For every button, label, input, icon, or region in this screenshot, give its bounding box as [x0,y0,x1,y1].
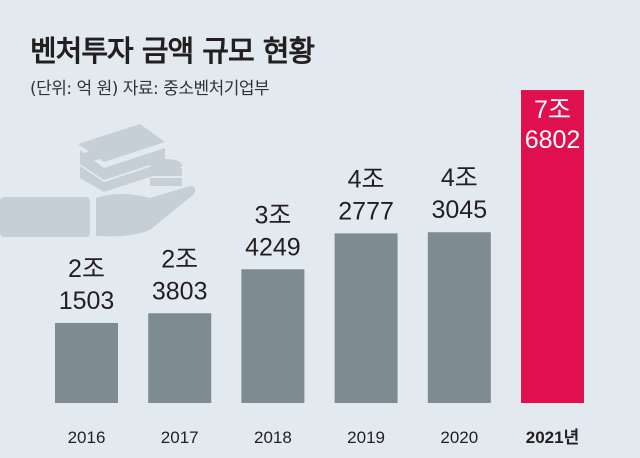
bar-2016 [55,322,118,403]
data-label-unit: 4조 [348,165,385,193]
x-tick-label: 2017 [161,428,199,447]
money-hand-icon [0,124,196,237]
x-tick-label: 2018 [254,428,292,447]
data-label-unit: 2조 [161,245,198,273]
bar-2018 [241,269,305,403]
data-label-unit: 4조 [441,164,478,192]
chart-title: 벤처투자 금액 규모 현황 [30,34,315,68]
data-label-value: 3045 [431,196,487,224]
data-label-value: 1503 [59,287,115,315]
bar-2021년 [521,90,584,403]
bar-2020 [427,232,491,403]
x-tick-label: 2016 [68,428,106,447]
chart-subtitle: (단위: 억 원) 자료: 중소벤처기업부 [30,79,270,99]
data-label-value: 4249 [245,233,301,261]
data-label-value: 2777 [338,197,394,225]
data-label-unit: 7조 [534,96,571,124]
x-tick-label: 2021년 [526,428,579,447]
bar-2019 [334,233,398,403]
bar-2017 [148,313,212,403]
data-label-value: 6802 [525,126,581,154]
x-tick-label: 2019 [347,428,385,447]
data-label-unit: 3조 [254,201,291,229]
data-label-unit: 2조 [68,255,105,283]
data-label-value: 3803 [152,277,208,305]
x-tick-label: 2020 [440,428,478,447]
